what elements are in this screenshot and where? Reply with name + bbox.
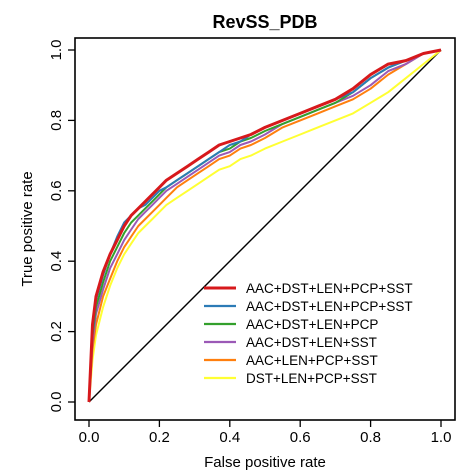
y-axis-title: True positive rate xyxy=(19,171,36,286)
series-line-5 xyxy=(88,49,442,403)
y-tick-label: 0.6 xyxy=(48,180,65,201)
x-tick-label: 1.0 xyxy=(431,429,452,446)
legend-label: AAC+DST+LEN+PCP xyxy=(246,317,378,332)
y-tick-label: 0.2 xyxy=(48,321,65,342)
series-line-2 xyxy=(88,49,442,403)
series-layer xyxy=(87,48,442,403)
x-tick-label: 0.6 xyxy=(290,429,311,446)
x-tick-label: 0.2 xyxy=(149,429,170,446)
y-tick-label: 0.4 xyxy=(48,251,65,272)
y-tick-label: 0.0 xyxy=(48,392,65,413)
y-tick-label: 0.8 xyxy=(48,110,65,131)
y-axis: 0.0 0.2 0.4 0.6 0.8 1.0 xyxy=(48,40,75,413)
legend-label: AAC+LEN+PCP+SST xyxy=(246,353,378,368)
x-tick-label: 0.4 xyxy=(219,429,240,446)
legend-label: DST+LEN+PCP+SST xyxy=(246,371,377,386)
series-line-4 xyxy=(88,49,442,403)
legend-label: AAC+DST+LEN+PCP+SST xyxy=(246,299,413,314)
chart-title: RevSS_PDB xyxy=(212,12,317,32)
x-axis: 0.0 0.2 0.4 0.6 0.8 1.0 xyxy=(79,420,452,446)
series-line-6 xyxy=(88,49,442,403)
series-line-1 xyxy=(87,48,442,403)
legend: AAC+DST+LEN+PCP+SST AAC+DST+LEN+PCP+SST AA… xyxy=(204,281,413,386)
y-tick-label: 1.0 xyxy=(48,40,65,61)
diagonal-reference-line xyxy=(88,49,442,403)
legend-label: AAC+DST+LEN+SST xyxy=(246,335,377,350)
x-tick-label: 0.0 xyxy=(79,429,100,446)
legend-label: AAC+DST+LEN+PCP+SST xyxy=(246,281,413,296)
plot-frame xyxy=(74,37,456,421)
x-axis-title: False positive rate xyxy=(204,454,326,471)
x-tick-label: 0.8 xyxy=(360,429,381,446)
